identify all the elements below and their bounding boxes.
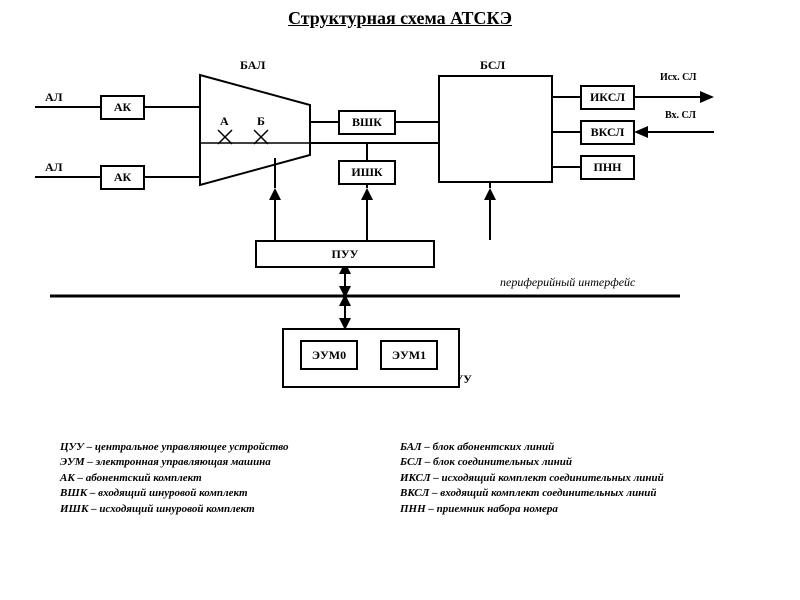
legend-right: БАЛ – блок абонентских линийБСЛ – блок с… (400, 440, 740, 517)
box-iksl: ИКСЛ (580, 85, 635, 110)
diagram-canvas: АЛ АЛ БАЛ А Б БСЛ С D Исх. СЛ Вх. СЛ ЦУУ… (0, 40, 800, 420)
label-a: А (220, 114, 229, 129)
box-ak1: АК (100, 95, 145, 120)
box-vshk: ВШК (338, 110, 396, 135)
label-al2: АЛ (45, 160, 63, 175)
legend-item: ЦУУ – центральное управляющее устройство (60, 440, 400, 455)
legend-item: АК – абонентский комплект (60, 471, 400, 486)
box-bsl (438, 75, 553, 183)
legend-item: БСЛ – блок соединительных линий (400, 455, 740, 470)
label-b: Б (257, 114, 265, 129)
legend-item: БАЛ – блок абонентских линий (400, 440, 740, 455)
box-vksl: ВКСЛ (580, 120, 635, 145)
legend-item: ПНН – приемник набора номера (400, 502, 740, 517)
label-vh-sl: Вх. СЛ (665, 110, 696, 121)
box-eum1: ЭУМ1 (380, 340, 438, 370)
label-al1: АЛ (45, 90, 63, 105)
label-bsl: БСЛ (480, 58, 505, 73)
page-title: Структурная схема АТСКЭ (0, 8, 800, 29)
box-ak2: АК (100, 165, 145, 190)
box-ishk: ИШК (338, 160, 396, 185)
legend-item: ВКСЛ – входящий комплект соединительных … (400, 486, 740, 501)
label-periph: периферийный интерфейс (500, 275, 635, 290)
legend-item: ВШК – входящий шнуровой комплект (60, 486, 400, 501)
label-bal: БАЛ (240, 58, 265, 73)
box-pnn: ПНН (580, 155, 635, 180)
label-ish-sl: Исх. СЛ (660, 72, 697, 83)
legend-left: ЦУУ – центральное управляющее устройство… (60, 440, 400, 517)
legend-item: ИШК – исходящий шнуровой комплект (60, 502, 400, 517)
legend-item: ЭУМ – электронная управляющая машина (60, 455, 400, 470)
box-eum0: ЭУМ0 (300, 340, 358, 370)
box-puu: ПУУ (255, 240, 435, 268)
legend-item: ИКСЛ – исходящий комплект соединительных… (400, 471, 740, 486)
legend: ЦУУ – центральное управляющее устройство… (0, 440, 800, 517)
